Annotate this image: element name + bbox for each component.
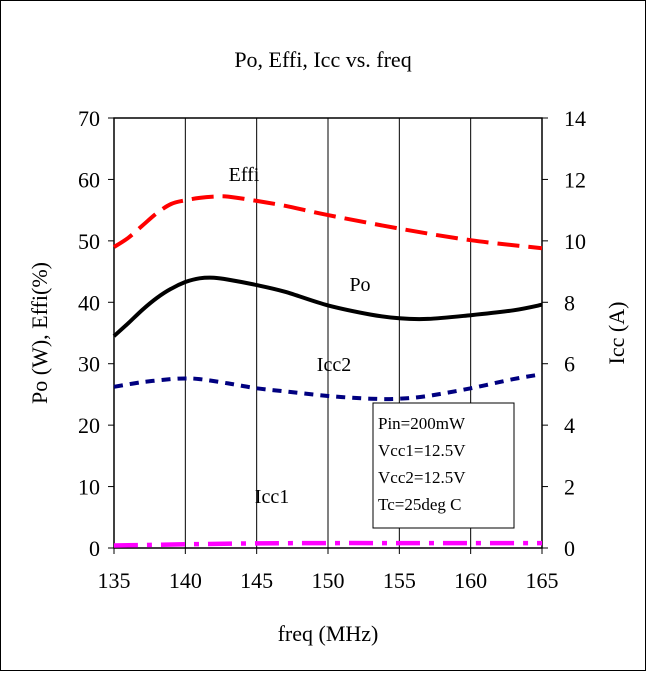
y-left-tick-label: 70 (78, 106, 100, 131)
y-right-tick-label: 0 (564, 536, 575, 561)
y-right-tick-label: 8 (564, 290, 575, 315)
conditions-box-frame (372, 402, 515, 529)
icc2-annotation: Icc2 (317, 354, 351, 376)
y-right-tick-label: 10 (564, 229, 586, 254)
po-annotation: Po (349, 274, 370, 296)
x-tick-label: 155 (383, 568, 416, 593)
conditions-box: Pin=200mW Vcc1=12.5V Vcc2=12.5V Tc=25deg… (372, 402, 515, 529)
y-right-tick-label: 12 (564, 167, 586, 192)
x-tick-label: 135 (98, 568, 131, 593)
y-right-tick-label: 2 (564, 475, 575, 500)
y-axis-left-label: Po (W), Effi(%) (27, 262, 52, 404)
x-tick-label: 160 (454, 568, 487, 593)
y-left-tick-label: 20 (78, 413, 100, 438)
axis-ticks: 135 140 145 150 155 160 1650102030405060700246… (78, 106, 586, 593)
y-left-tick-label: 40 (78, 290, 100, 315)
condition-tc: Tc=25deg C (378, 495, 461, 514)
condition-vcc2: Vcc2=12.5V (378, 468, 466, 487)
effi-annotation: Effi (229, 164, 260, 186)
y-left-tick-label: 10 (78, 475, 100, 500)
x-tick-label: 150 (312, 568, 345, 593)
condition-pin: Pin=200mW (378, 414, 466, 433)
condition-vcc1: Vcc1=12.5V (378, 441, 466, 460)
x-tick-label: 140 (169, 568, 202, 593)
icc1-annotation: Icc1 (255, 486, 289, 508)
y-left-tick-label: 30 (78, 352, 100, 377)
series-po-line (112, 275, 543, 338)
y-left-tick-label: 0 (89, 536, 100, 561)
x-axis-label: freq (MHz) (278, 621, 379, 646)
y-right-tick-label: 4 (564, 413, 575, 438)
chart-title: Po, Effi, Icc vs. freq (234, 47, 411, 72)
series-layer (112, 194, 543, 548)
y-right-tick-label: 14 (564, 106, 586, 131)
y-left-tick-label: 60 (78, 167, 100, 192)
x-tick-label: 165 (526, 568, 559, 593)
series-effi-line (112, 194, 543, 251)
x-tick-label: 145 (240, 568, 273, 593)
y-left-tick-label: 50 (78, 229, 100, 254)
y-right-tick-label: 6 (564, 352, 575, 377)
y-axis-right-label: Icc (A) (604, 302, 629, 365)
